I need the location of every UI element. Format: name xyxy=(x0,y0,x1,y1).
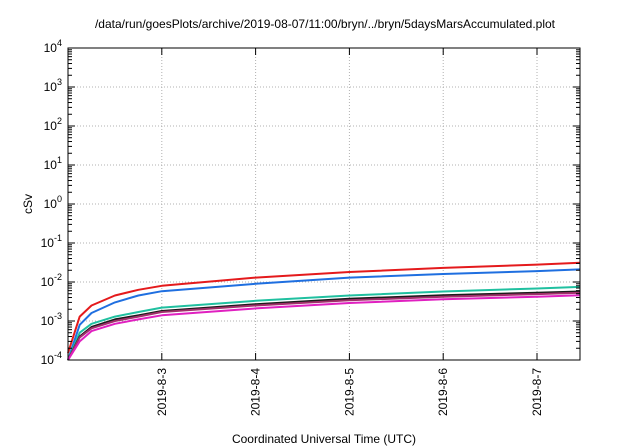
y-tick-exponent: -4 xyxy=(54,350,62,360)
y-tick-exponent: 4 xyxy=(57,38,62,48)
series-group xyxy=(67,261,581,361)
x-axis-label: Coordinated Universal Time (UTC) xyxy=(232,432,416,446)
y-tick-label: 104 xyxy=(44,38,62,55)
y-tick-label: 100 xyxy=(44,194,62,211)
series-line xyxy=(67,285,581,361)
y-tick-base: 10 xyxy=(41,275,55,289)
y-tick-base: 10 xyxy=(44,119,58,133)
y-tick-label: 101 xyxy=(44,155,62,172)
y-tick-base: 10 xyxy=(41,236,55,250)
x-tick-label: 2019-8-4 xyxy=(249,368,263,416)
x-tick-label: 2019-8-5 xyxy=(342,368,356,416)
series-line xyxy=(67,291,581,361)
x-axis: 2019-8-3 2019-8-4 2019-8-5 2019-8-6 2019-8-7 xyxy=(155,48,544,416)
y-tick-exponent: -1 xyxy=(54,233,62,243)
y-tick-label: 10-2 xyxy=(41,272,62,289)
x-tick-label: 2019-8-7 xyxy=(530,368,544,416)
x-tick-label: 2019-8-6 xyxy=(436,368,450,416)
y-tick-base: 10 xyxy=(44,197,58,211)
grid xyxy=(68,48,580,360)
y-tick-exponent: 2 xyxy=(57,116,62,126)
series-line xyxy=(67,261,581,354)
y-tick-base: 10 xyxy=(41,353,55,367)
x-tick-label: 2019-8-3 xyxy=(155,368,169,416)
y-tick-label: 10-1 xyxy=(41,233,62,250)
y-tick-exponent: 1 xyxy=(57,155,62,165)
chart-title: /data/run/goesPlots/archive/2019-08-07/1… xyxy=(95,17,556,31)
y-tick-label: 102 xyxy=(44,116,62,133)
y-tick-label: 10-4 xyxy=(41,350,62,367)
y-tick-exponent: 0 xyxy=(57,194,62,204)
series-line xyxy=(67,294,581,361)
y-tick-base: 10 xyxy=(44,80,58,94)
series-line xyxy=(67,268,581,361)
y-tick-label: 10-3 xyxy=(41,311,62,328)
y-tick-exponent: -3 xyxy=(54,311,62,321)
y-tick-base: 10 xyxy=(41,314,55,328)
y-tick-exponent: -2 xyxy=(54,272,62,282)
y-tick-base: 10 xyxy=(44,41,58,55)
y-tick-label: 103 xyxy=(44,77,62,94)
y-tick-exponent: 3 xyxy=(57,77,62,87)
y-axis-label: cSv xyxy=(21,194,35,214)
y-tick-base: 10 xyxy=(44,158,58,172)
